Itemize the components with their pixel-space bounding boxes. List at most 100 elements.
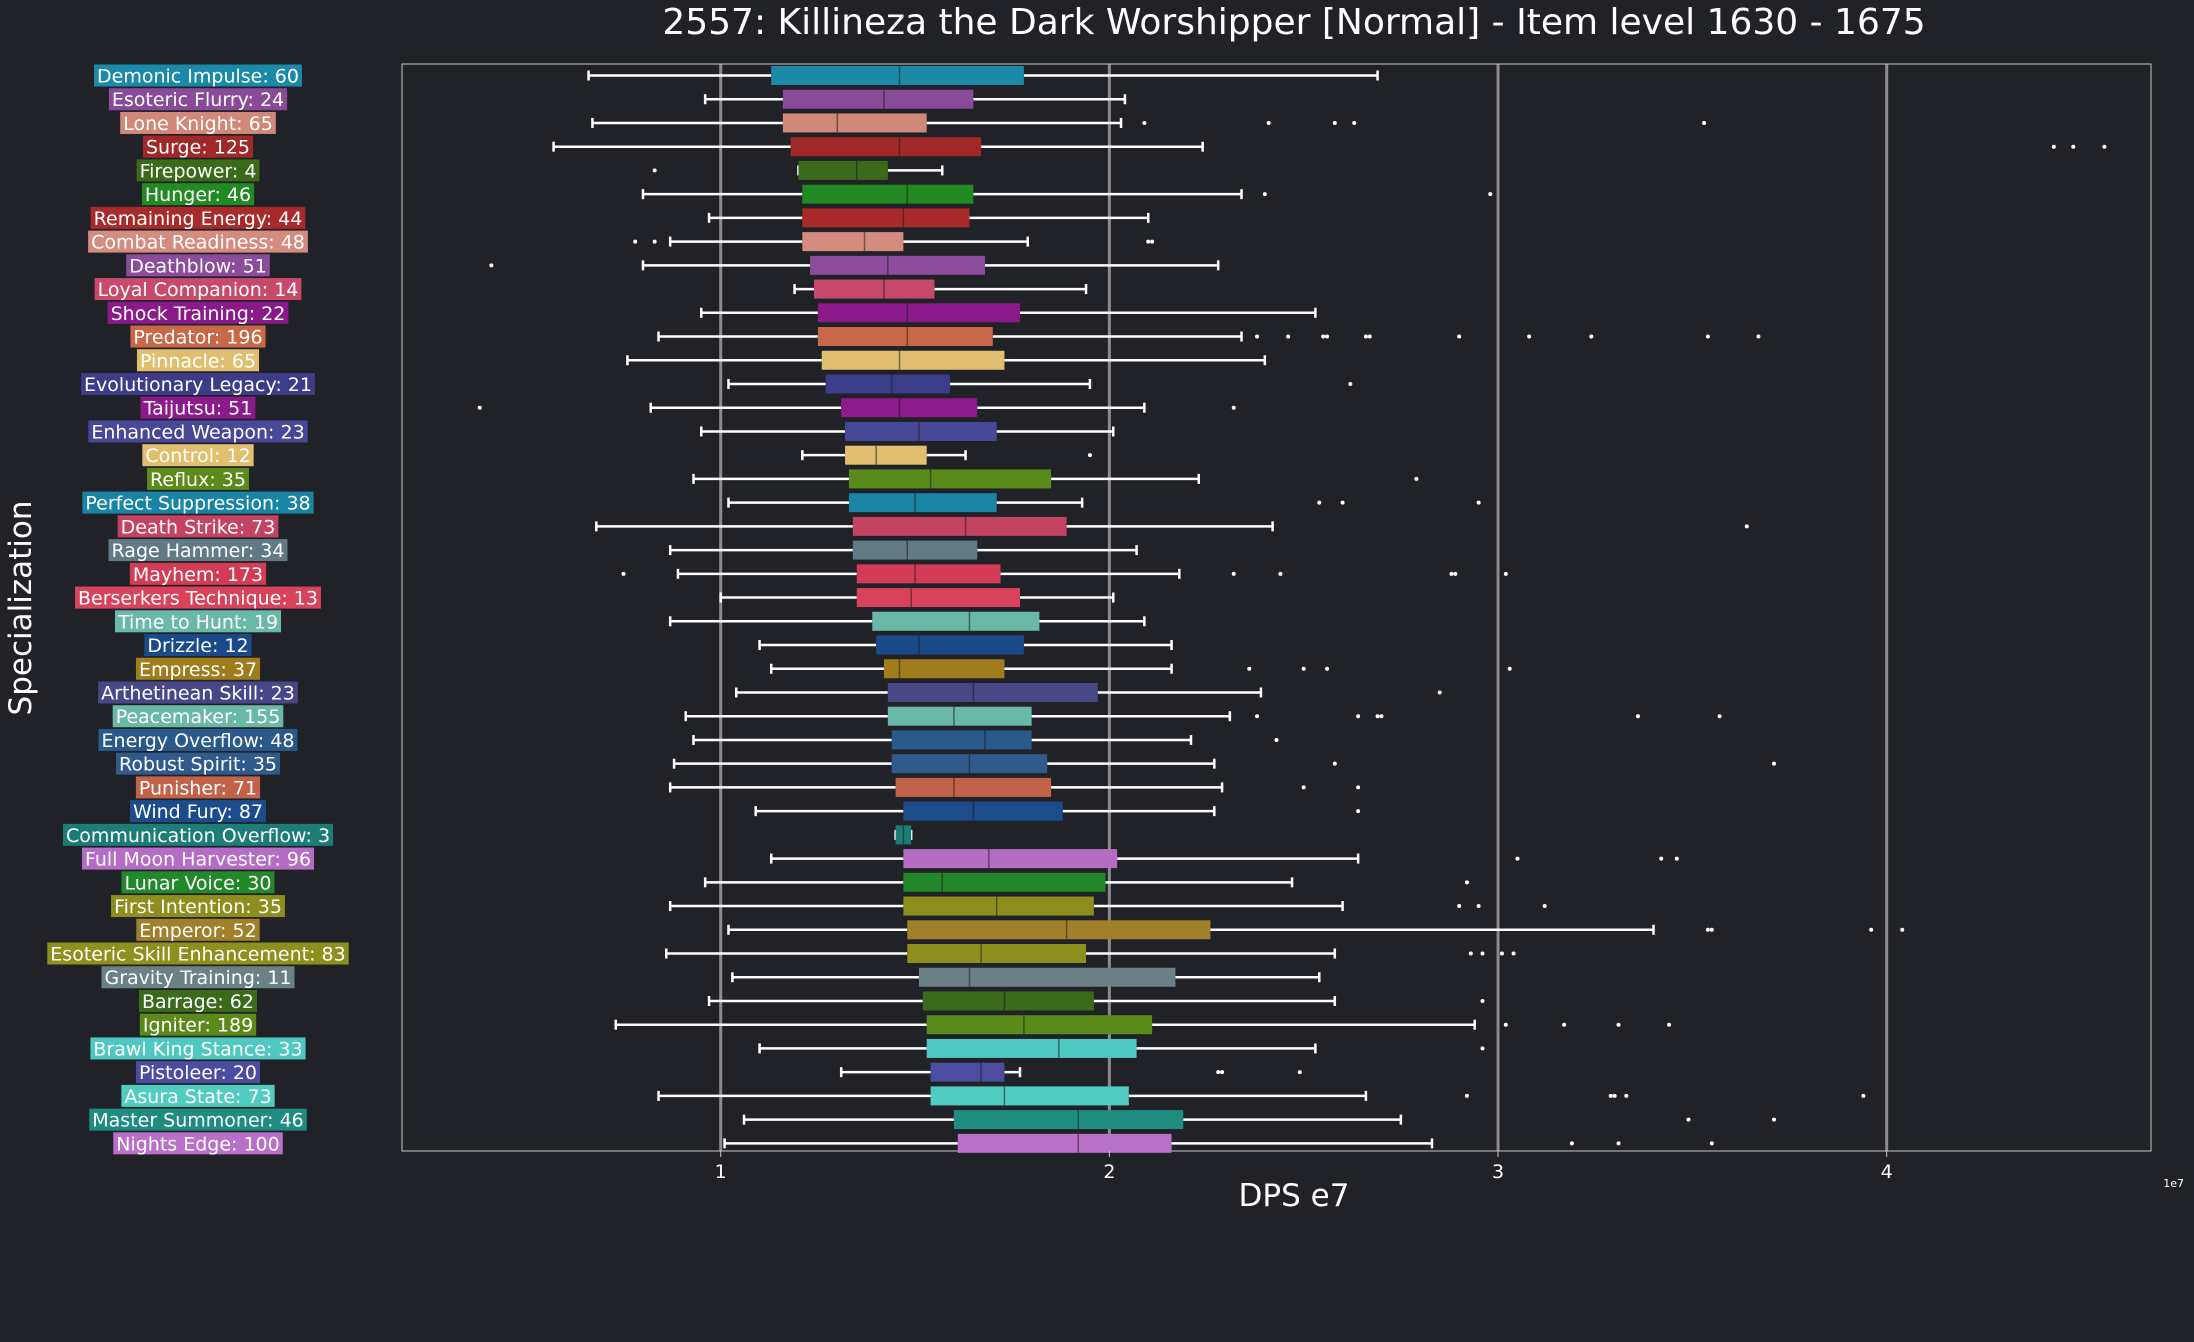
outlier-point (1562, 1022, 1567, 1027)
spec-label-bg (135, 657, 261, 680)
outlier-point (1869, 927, 1874, 932)
spec-label-bg (142, 135, 254, 158)
outlier-point (1705, 334, 1710, 339)
box-series (769, 849, 1679, 869)
outlier-point (1624, 1093, 1629, 1098)
spec-label-text: Nights Edge: 100 (116, 1133, 280, 1155)
outlier-point (1352, 120, 1357, 125)
box-iqr (903, 849, 1118, 869)
box-iqr (876, 635, 1024, 655)
box-iqr (848, 469, 1052, 489)
outlier-point (1464, 1093, 1469, 1098)
outlier-point (1379, 714, 1384, 719)
outlier-point (1363, 334, 1368, 339)
outlier-point (1453, 571, 1458, 576)
outlier-point (1414, 476, 1419, 481)
x-tick-label: 2 (1103, 1161, 1115, 1183)
outlier-point (1247, 666, 1252, 671)
outlier-point (1231, 571, 1236, 576)
outlier-point (1480, 1046, 1485, 1051)
spec-label-text: Firepower: 4 (140, 160, 257, 182)
outlier-point (477, 405, 482, 410)
box-iqr (903, 896, 1094, 916)
spec-label: Pistoleer: 20 (135, 1061, 261, 1084)
x-tick-label: 1 (715, 1161, 727, 1183)
spec-label-bg (114, 610, 282, 633)
spec-label-text: Demonic Impulse: 60 (97, 66, 299, 88)
spec-label-bg (117, 515, 279, 538)
outlier-point (1375, 714, 1380, 719)
box-series (614, 1015, 1672, 1035)
box-series (727, 493, 1481, 513)
spec-label-bg (108, 539, 288, 562)
spec-label-text: Remaining Energy: 44 (94, 208, 303, 230)
box-iqr (790, 137, 982, 157)
chart-title: 2557: Killineza the Dark Worshipper [Nor… (662, 2, 1925, 43)
outlier-point (1717, 714, 1722, 719)
spec-label: Shock Training: 22 (107, 301, 289, 325)
spec-label-bg (147, 467, 249, 490)
spec-label: Igniter: 189 (139, 1013, 257, 1037)
outlier-point (1674, 856, 1679, 861)
outlier-point (1301, 666, 1306, 671)
spec-label: Asura State: 73 (121, 1084, 275, 1108)
spec-label: Predator: 196 (130, 325, 266, 349)
spec-label-text: Enhanced Weapon: 23 (91, 421, 304, 443)
box-series (641, 184, 1493, 204)
box-series (731, 967, 1321, 987)
spec-label-text: Rage Hammer: 34 (112, 540, 285, 562)
outlier-point (1480, 998, 1485, 1003)
outlier-point (1511, 951, 1516, 956)
box-iqr (883, 659, 1005, 679)
spec-label-text: Berserkers Technique: 13 (78, 588, 318, 610)
box-iqr (856, 588, 1020, 608)
outlier-point (1900, 927, 1905, 932)
spec-label-bg (98, 728, 298, 751)
box-iqr (852, 516, 1067, 536)
spec-label: Full Moon Harvester: 96 (81, 847, 315, 871)
box-series (489, 255, 1220, 275)
spec-label: Berserkers Technique: 13 (75, 586, 321, 610)
box-series (769, 659, 1512, 679)
box-iqr (895, 777, 1052, 797)
spec-label: Enhanced Weapon: 23 (88, 420, 308, 443)
spec-label: Reflux: 35 (147, 467, 249, 491)
spec-label: Robust Spirit: 35 (115, 752, 281, 776)
spec-label-bg (113, 1132, 283, 1155)
spec-label-bg (142, 444, 254, 467)
outlier-point (652, 239, 657, 244)
box-iqr (802, 184, 974, 204)
box-series (668, 777, 1361, 797)
spec-label: Demonic Impulse: 60 (94, 64, 302, 88)
box-series (652, 160, 944, 180)
box-series (672, 754, 1776, 774)
outlier-point (1744, 524, 1749, 529)
box-iqr (887, 706, 1032, 726)
spec-label-text: Predator: 196 (133, 327, 262, 349)
outlier-point (1756, 334, 1761, 339)
outlier-point (1667, 1022, 1672, 1027)
outlier-point (2071, 144, 2076, 149)
box-series (700, 421, 1115, 441)
box-series (727, 920, 1905, 940)
spec-label-bg (126, 254, 270, 277)
spec-label-bg (130, 325, 266, 348)
box-iqr (810, 255, 985, 275)
outlier-point (1457, 904, 1462, 909)
box-series (591, 113, 1707, 133)
spec-label-text: Robust Spirit: 35 (119, 754, 277, 776)
spec-label-text: Esoteric Flurry: 24 (112, 89, 284, 111)
box-iqr (845, 445, 927, 465)
box-series (668, 611, 1146, 631)
boxes (477, 66, 2107, 1153)
box-iqr (907, 920, 1211, 940)
box-iqr (907, 944, 1087, 964)
box-series (703, 872, 1469, 892)
outlier-point (1142, 120, 1147, 125)
spec-label-bg (94, 278, 302, 301)
box-series (668, 540, 1138, 560)
box-series (657, 327, 1761, 347)
box-iqr (782, 113, 927, 133)
spec-label: Esoteric Skill Enhancement: 83 (47, 942, 349, 966)
